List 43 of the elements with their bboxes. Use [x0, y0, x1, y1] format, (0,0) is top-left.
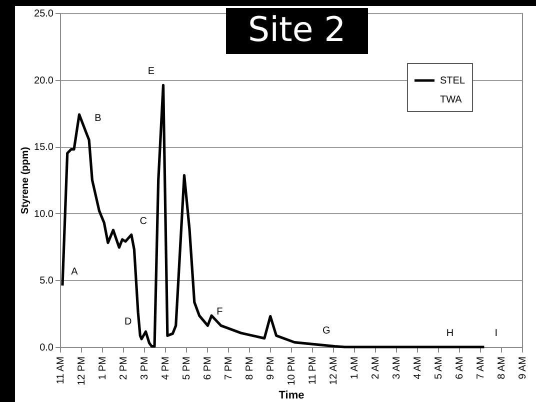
x-tick-label: 12 PM — [76, 356, 88, 386]
chart-title: Site 2 — [226, 8, 368, 54]
x-tick-label: 4 AM — [412, 356, 424, 380]
x-tick-label: 1 AM — [350, 356, 360, 380]
x-tick-label: 7 AM — [476, 356, 486, 380]
annotation: A — [71, 266, 78, 278]
x-tick-label: 3 AM — [392, 356, 402, 380]
x-tick-label: 6 AM — [454, 356, 466, 380]
x-tick-label: 10 PM — [286, 356, 298, 386]
annotation: B — [94, 112, 102, 124]
y-tick-label: 25.0 — [34, 8, 54, 20]
x-tick-label: 8 AM — [496, 356, 508, 380]
x-tick-label: 4 PM — [160, 356, 172, 380]
x-tick-label: 7 PM — [224, 356, 234, 380]
x-tick-label: 8 PM — [244, 356, 256, 380]
y-tick-label: 0.0 — [40, 342, 54, 354]
x-axis-title: Time — [278, 389, 304, 402]
annotation: I — [494, 328, 498, 339]
annotation: H — [446, 328, 454, 339]
x-tick-label: 1 PM — [98, 356, 108, 380]
text: TWA — [440, 94, 462, 106]
annotation: D — [124, 316, 132, 328]
x-tick-label: 6 PM — [202, 356, 214, 380]
legend-label: STEL — [440, 76, 466, 86]
x-tick-label: 5 PM — [182, 356, 192, 380]
x-tick-label: 3 PM — [140, 356, 150, 380]
y-tick-label: 20.0 — [34, 75, 54, 86]
y-tick-label: 15.0 — [34, 142, 54, 154]
y-axis-title: Styrene (ppm) — [20, 146, 32, 214]
x-tick-label: 12 AM — [328, 356, 340, 385]
annotation: E — [148, 66, 155, 78]
x-tick-label: 11 AM — [56, 356, 66, 384]
y-tick-label: 5.0 — [40, 276, 54, 287]
annotation: G — [322, 325, 331, 336]
annotation: C — [140, 216, 148, 227]
x-tick-label: 2 PM — [118, 356, 130, 380]
x-tick-label: 11 PM — [308, 356, 318, 385]
x-tick-label: 9 PM — [266, 356, 276, 380]
x-tick-label: 9 AM — [518, 356, 528, 380]
x-tick-label: 5 AM — [434, 356, 444, 380]
annotation: F — [216, 306, 223, 318]
y-tick-label: 10.0 — [34, 208, 54, 220]
x-tick-label: 2 AM — [370, 356, 382, 380]
